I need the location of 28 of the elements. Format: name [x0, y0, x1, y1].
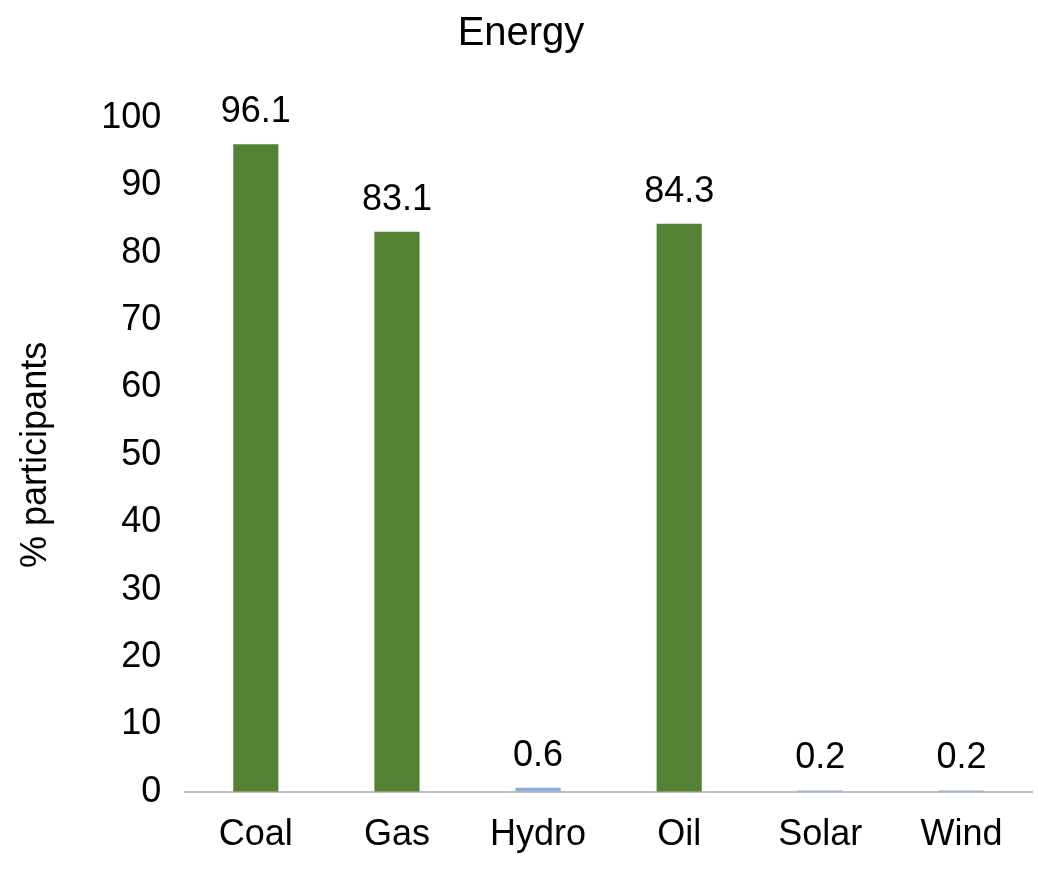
y-tick-label: 60 [121, 364, 162, 406]
y-tick-label: 80 [121, 229, 162, 271]
x-tick-label: Oil [657, 812, 702, 854]
x-tick-label: Hydro [490, 812, 587, 854]
y-tick-label: 90 [121, 162, 162, 204]
data-label: 0.2 [795, 735, 846, 777]
data-label: 96.1 [220, 89, 291, 131]
x-tick-label: Wind [920, 812, 1003, 854]
data-label: 0.6 [513, 732, 564, 774]
x-tick-label: Coal [218, 812, 293, 854]
x-tick-label: Gas [363, 812, 430, 854]
chart-title: Energy [457, 9, 585, 54]
bar [233, 144, 279, 792]
x-tick-label: Solar [778, 812, 863, 854]
y-tick-label: 0 [141, 768, 162, 810]
y-tick-label: 10 [121, 701, 162, 743]
bar [374, 231, 420, 792]
y-tick-label: 40 [121, 499, 162, 541]
data-label: 0.2 [936, 735, 987, 777]
bar [656, 223, 702, 792]
data-label: 84.3 [644, 168, 715, 210]
y-tick-label: 30 [121, 566, 162, 608]
y-tick-label: 50 [121, 431, 162, 473]
y-tick-label: 70 [121, 297, 162, 339]
data-label: 83.1 [361, 176, 432, 218]
y-tick-label: 100 [101, 94, 162, 136]
y-tick-label: 20 [121, 633, 162, 675]
y-axis-title: % participants [12, 341, 54, 568]
